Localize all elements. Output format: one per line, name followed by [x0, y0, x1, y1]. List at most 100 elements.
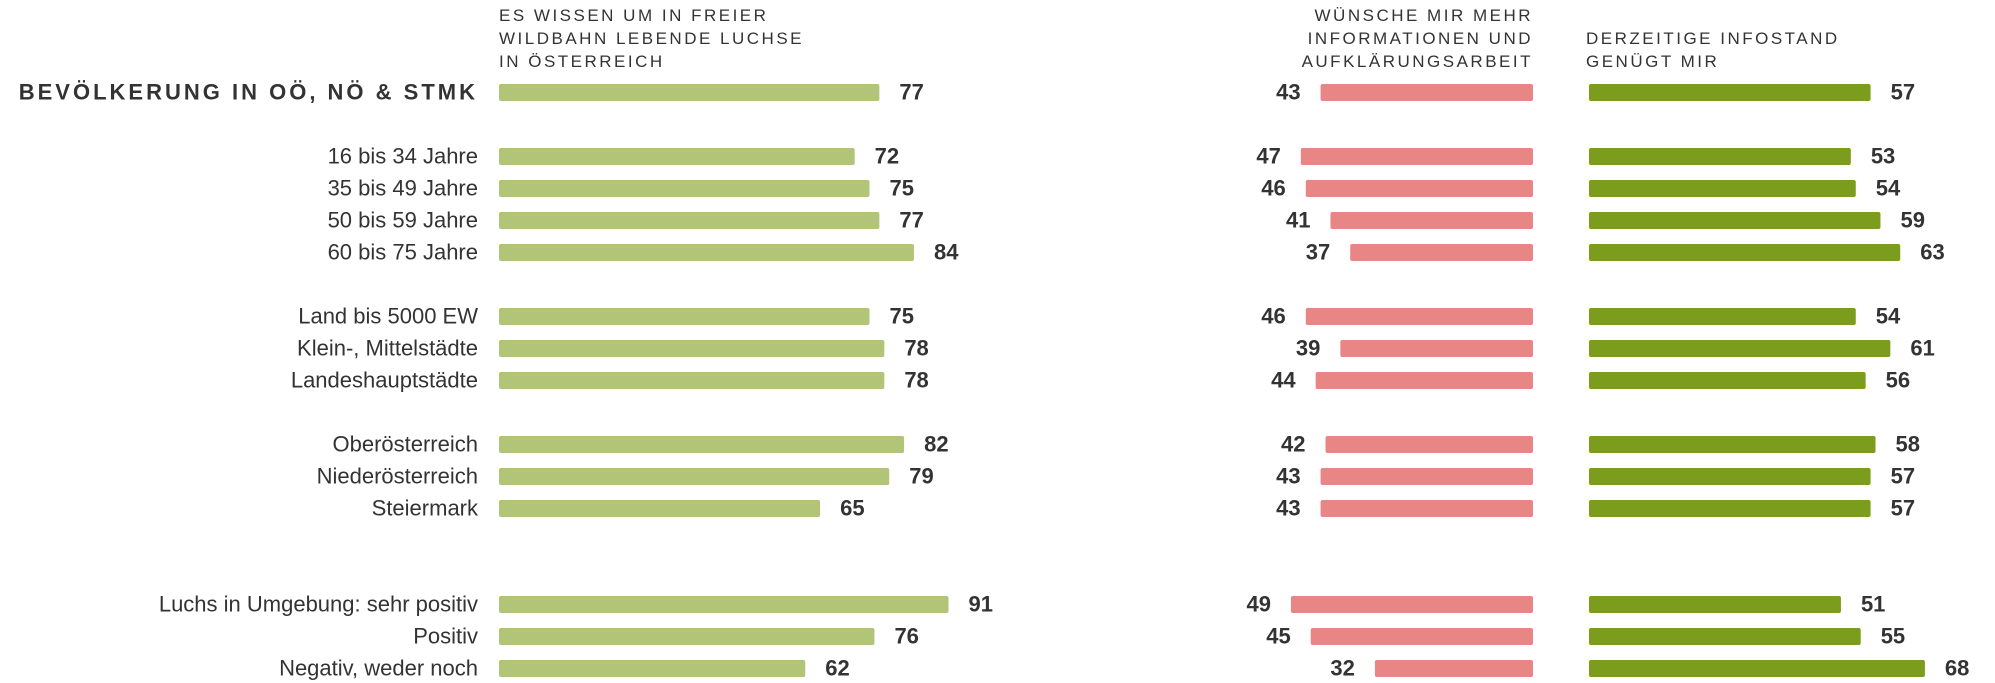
- value-label: 44: [1271, 367, 1296, 392]
- value-label: 43: [1276, 463, 1300, 488]
- panel-title: DERZEITIGE INFOSTAND GENÜGT MIR: [1586, 29, 1840, 71]
- value-label: 54: [1876, 175, 1901, 200]
- bar: [1374, 660, 1533, 677]
- bar: [1589, 372, 1866, 389]
- value-label: 55: [1881, 623, 1905, 648]
- value-label: 79: [909, 463, 933, 488]
- value-label: 77: [899, 207, 923, 232]
- category-label: Negativ, weder noch: [279, 655, 478, 680]
- value-label: 63: [1920, 239, 1944, 264]
- value-label: 76: [894, 623, 918, 648]
- bar: [499, 212, 880, 229]
- value-label: 78: [904, 335, 928, 360]
- bar: [499, 308, 870, 325]
- value-label: 43: [1276, 79, 1300, 104]
- bar: [1340, 340, 1533, 357]
- bar: [1315, 372, 1533, 389]
- value-label: 77: [899, 79, 923, 104]
- bar: [1325, 436, 1533, 453]
- bar: [499, 340, 885, 357]
- category-label: Niederösterreich: [317, 463, 478, 488]
- bar: [1589, 340, 1891, 357]
- category-label: Landeshauptstädte: [291, 367, 478, 392]
- bar: [1320, 500, 1533, 517]
- value-label: 42: [1281, 431, 1305, 456]
- bar: [1350, 244, 1533, 261]
- bar: [1589, 436, 1876, 453]
- bar: [499, 596, 949, 613]
- category-label: Luchs in Umgebung: sehr positiv: [159, 591, 478, 616]
- value-label: 46: [1261, 175, 1285, 200]
- category-label: Oberösterreich: [332, 431, 478, 456]
- category-label: 35 bis 49 Jahre: [328, 175, 478, 200]
- value-label: 59: [1900, 207, 1924, 232]
- category-label: 50 bis 59 Jahre: [328, 207, 478, 232]
- bar: [499, 372, 885, 389]
- value-label: 57: [1891, 463, 1915, 488]
- value-label: 32: [1330, 655, 1354, 680]
- value-label: 45: [1266, 623, 1290, 648]
- value-label: 49: [1246, 591, 1270, 616]
- category-label: BEVÖLKERUNG IN OÖ, NÖ & STMK: [19, 79, 478, 104]
- bar: [1589, 244, 1901, 261]
- bar: [1589, 148, 1851, 165]
- value-label: 37: [1306, 239, 1330, 264]
- bar: [1305, 180, 1533, 197]
- panel-title: WÜNSCHE MIR MEHR INFORMATIONEN UND AUFKL…: [1301, 6, 1533, 71]
- bar: [1589, 468, 1871, 485]
- value-label: 46: [1261, 303, 1285, 328]
- bar: [1589, 84, 1871, 101]
- bar: [1300, 148, 1533, 165]
- bar: [1320, 468, 1533, 485]
- value-label: 91: [969, 591, 993, 616]
- category-label: Klein-, Mittelstädte: [297, 335, 478, 360]
- category-label: Land bis 5000 EW: [298, 303, 478, 328]
- value-label: 57: [1891, 79, 1915, 104]
- value-label: 39: [1296, 335, 1320, 360]
- value-label: 43: [1276, 495, 1300, 520]
- value-label: 84: [934, 239, 959, 264]
- bar: [1310, 628, 1533, 645]
- bar: [499, 500, 821, 517]
- bar: [1290, 596, 1533, 613]
- value-label: 78: [904, 367, 928, 392]
- bar: [499, 84, 880, 101]
- value-label: 68: [1945, 655, 1969, 680]
- bar: [1589, 628, 1861, 645]
- bar: [1320, 84, 1533, 101]
- value-label: 47: [1256, 143, 1280, 168]
- bar: [499, 436, 905, 453]
- category-label: 16 bis 34 Jahre: [328, 143, 478, 168]
- bar: [499, 660, 806, 677]
- category-label: Positiv: [413, 623, 478, 648]
- bar: [499, 468, 890, 485]
- bar: [1589, 660, 1925, 677]
- value-label: 82: [924, 431, 948, 456]
- value-label: 41: [1286, 207, 1310, 232]
- value-label: 75: [890, 175, 914, 200]
- value-label: 62: [825, 655, 849, 680]
- bar: [1589, 596, 1841, 613]
- value-label: 51: [1861, 591, 1885, 616]
- value-label: 57: [1891, 495, 1915, 520]
- value-label: 72: [875, 143, 899, 168]
- bar: [1589, 212, 1881, 229]
- bar: [1330, 212, 1533, 229]
- bar: [1305, 308, 1533, 325]
- bar: [1589, 180, 1856, 197]
- value-label: 75: [890, 303, 914, 328]
- bar: [1589, 308, 1856, 325]
- value-label: 53: [1871, 143, 1895, 168]
- bar: [499, 244, 914, 261]
- value-label: 54: [1876, 303, 1901, 328]
- value-label: 56: [1886, 367, 1910, 392]
- value-label: 65: [840, 495, 864, 520]
- category-label: Steiermark: [372, 495, 479, 520]
- value-label: 58: [1896, 431, 1920, 456]
- value-label: 61: [1910, 335, 1934, 360]
- bar: [1589, 500, 1871, 517]
- bar: [499, 180, 870, 197]
- bar: [499, 148, 855, 165]
